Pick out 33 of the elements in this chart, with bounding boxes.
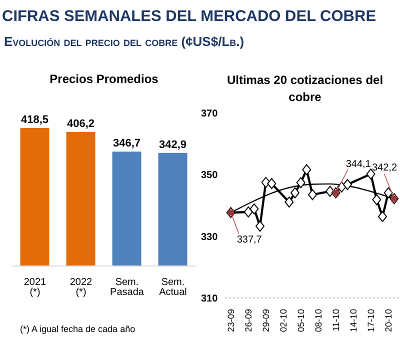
x-tick-label: 2021 (*): [24, 277, 47, 298]
chart-title: Ultimas 20 cotizaciones del cobre: [226, 72, 384, 106]
y-tick-label: 330: [201, 232, 218, 243]
annotation: 337,7: [236, 234, 262, 246]
callout: 342,2: [372, 162, 398, 202]
callout: 337,7: [228, 210, 262, 246]
text: CIFRAS SEMANALES DEL MERCADO DEL COBRE: [2, 8, 376, 26]
data-label: 418,5: [21, 114, 49, 126]
x-tick-label: 20-10: [383, 309, 394, 332]
x-tick-label: 2022 (*): [70, 277, 93, 298]
x-tick-label: 11-10: [330, 309, 341, 332]
callout: 344,1: [332, 158, 371, 196]
text: (*) A igual fecha de cada año: [20, 324, 136, 334]
data-label: 406,2: [67, 118, 95, 130]
y-tick-label: 350: [201, 170, 218, 182]
x-tick-label: 17-10: [366, 309, 376, 332]
x-tick-label: Sem. Actual: [159, 277, 187, 298]
x-tick-label: 29-09: [260, 309, 271, 332]
annotation: 342,2: [372, 162, 398, 174]
x-tick-label: 05-10: [296, 309, 306, 332]
x-tick-label: 26-09: [243, 309, 254, 332]
text: Evolución del precio del cobre (¢US$/Lb.): [4, 34, 244, 49]
x-tick-label: 14-10: [348, 309, 358, 332]
chart-title: Precios Promedios: [48, 72, 160, 88]
x-tick-label: 08-10: [313, 309, 324, 332]
annotation: 344,1: [346, 158, 372, 170]
y-tick-label: 370: [201, 108, 218, 120]
y-tick-label: 310: [201, 294, 218, 305]
x-tick-label: 23-09: [226, 309, 236, 332]
x-tick-label: Sem. Pasada: [110, 277, 144, 298]
data-label: 342,9: [159, 138, 187, 151]
x-tick-label: 02-10: [278, 309, 288, 332]
data-label: 346,7: [113, 138, 141, 150]
